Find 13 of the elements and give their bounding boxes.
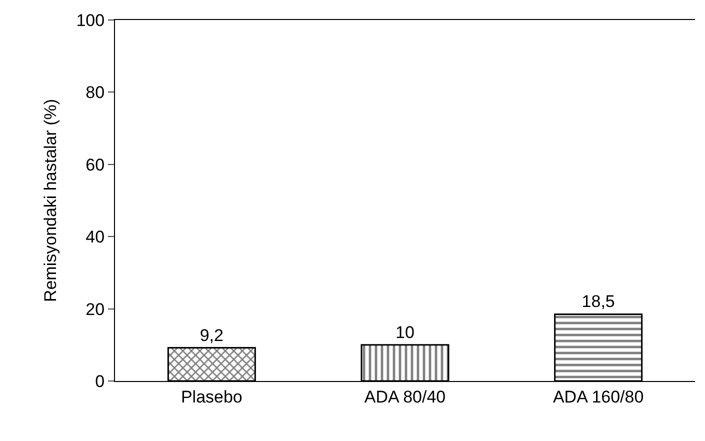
data-label: 9,2 <box>200 326 224 345</box>
data-label: 18,5 <box>582 292 615 312</box>
y-axis-title: Remisyondaki hastalar (%) <box>40 98 60 302</box>
y-tick-label: 80 <box>86 83 105 102</box>
y-tick-label: 40 <box>86 228 105 247</box>
y-tick-label: 60 <box>86 155 105 174</box>
data-label: 10 <box>396 322 414 342</box>
x-tick-label: ADA 80/40 <box>364 387 446 406</box>
y-tick-label: 100 <box>76 10 105 30</box>
y-tick-label: 20 <box>86 300 105 319</box>
y-tick-label: 0 <box>95 372 105 391</box>
x-tick-label: ADA 160/80 <box>552 387 644 406</box>
x-tick-label: Plasebo <box>180 387 242 406</box>
